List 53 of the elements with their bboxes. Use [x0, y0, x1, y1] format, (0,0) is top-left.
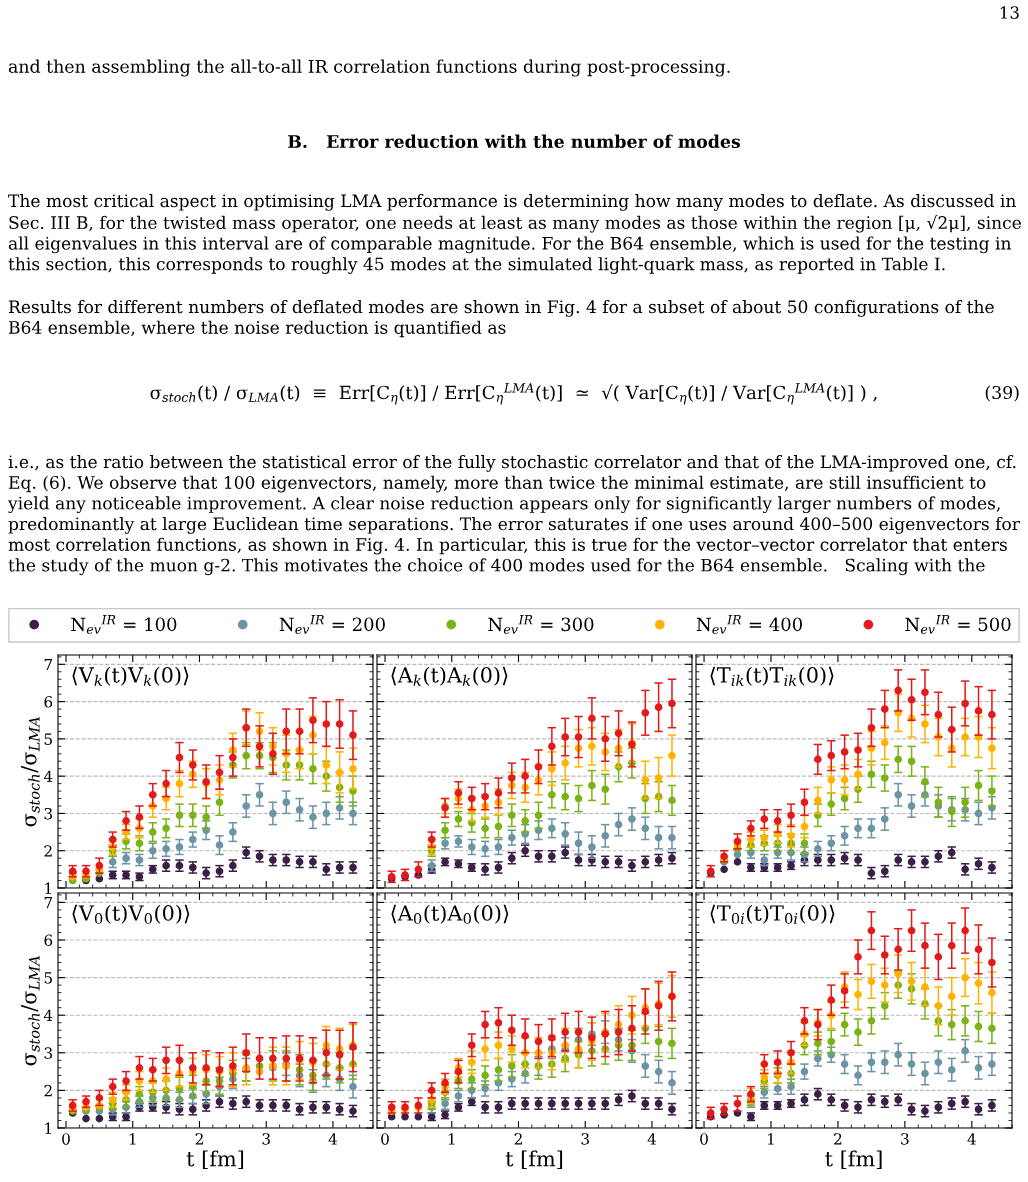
x-tick-label: 3 — [581, 1133, 589, 1145]
text: ⟨T$_{ik}$(t)T$_{ik}$(0)⟩ — [710, 666, 834, 686]
legend-label: N$_{ev}$$^{IR}$ = 300 — [488, 615, 594, 634]
x-tick-label: 1 — [767, 1133, 774, 1145]
text: B. Error reduction with the number of modes — [288, 134, 741, 149]
x-tick-label: 4 — [967, 1133, 976, 1145]
text: 13 — [1000, 6, 1019, 19]
text: σ$_{stoch}$(t) / σ$_{LMA}$(t) ≡ Err[C$_{η}$(t)] / Err[C$_{η}$$^{LMA}$(t)] ≃ √( Var[C$_{η}$(t)] / Var[C$_{η}$$^{LMA}$(t)] ) , — [150, 383, 877, 405]
legend-label: N$_{ev}$$^{IR}$ = 200 — [279, 615, 385, 634]
y-tick-label: 1 — [45, 1122, 51, 1134]
text: ⟨A$_{k}$(t)A$_{k}$(0)⟩ — [391, 666, 508, 686]
y-tick-label: 7 — [44, 897, 53, 909]
x-tick-label: 1 — [129, 1133, 136, 1145]
y-tick-label: 2 — [44, 845, 52, 857]
x-tick-label: 2 — [834, 1133, 842, 1145]
x-axis-title: t [fm] — [825, 1150, 882, 1169]
text: ⟨V$_{0}$(t)V$_{0}$(0)⟩ — [72, 904, 190, 925]
x-tick-label: 2 — [195, 1133, 203, 1145]
legend-label: N$_{ev}$$^{IR}$ = 100 — [71, 615, 177, 634]
y-tick-label: 4 — [43, 1009, 53, 1021]
text: The most critical aspect in optimising LMA performance is determining how many modes to deflate. As discussed in Sec. III B, for the twisted mass operator, one needs at least as many modes as those within the region [μ, √2μ], since all eigenvalues in this interval are of comparable magnitude. For the B64 ensemble, which is used for the testing in this section, this corresponds to roughly 45 modes at the simulated light-quark mass, as reported in Table I. — [8, 194, 1021, 274]
text: ⟨A$_{0}$(t)A$_{0}$(0)⟩ — [391, 904, 509, 925]
y-tick-label: 1 — [45, 882, 51, 894]
text: and then assembling the all-to-all IR correlation functions during post-processing. — [8, 59, 730, 77]
text: ⟨T$_{0i}$(t)T$_{0i}$(0)⟩ — [710, 904, 835, 925]
legend-label: N$_{ev}$$^{IR}$ = 400 — [696, 615, 802, 634]
x-tick-label: 2 — [514, 1133, 522, 1145]
x-tick-label: 3 — [901, 1133, 909, 1145]
x-tick-label: 0 — [62, 1133, 70, 1145]
x-tick-label: 4 — [647, 1133, 657, 1145]
text: (39) — [985, 385, 1019, 402]
y-tick-label: 2 — [44, 1084, 52, 1097]
text: ⟨V$_{k}$(t)V$_{k}$(0)⟩ — [72, 666, 189, 686]
y-tick-label: 6 — [44, 696, 53, 708]
text: Results for different numbers of deflated modes are shown in Fig. 4 for a subset of about 50 configurations of the B64 ensemble, where the noise reduction is quantified as — [8, 300, 994, 338]
x-tick-label: 0 — [700, 1133, 708, 1145]
x-axis-title: t [fm] — [186, 1150, 244, 1169]
y-axis-title: σ$_{stoch}$/σ$_{LMA}$ — [21, 716, 40, 827]
y-axis-title: σ$_{stoch}$/σ$_{LMA}$ — [21, 955, 40, 1066]
x-tick-label: 4 — [328, 1133, 338, 1145]
legend-label: N$_{ev}$$^{IR}$ = 500 — [905, 615, 1011, 634]
y-tick-label: 3 — [44, 807, 52, 820]
y-tick-label: 5 — [44, 733, 52, 745]
text: i.e., as the ratio between the statistical error of the fully stochastic correlator and that of the LMA-improved one, cf. Eq. (6). We observe that 100 eigenvectors, namely, more than twice the minimal estimate, are still insufficient to yield any noticeable improvement. A clear noise reduction appears only for significantly larger numbers of modes, predominantly at large Euclidean time separations. The error saturates if one uses around 400–500 eigenvectors for most correlation functions, as shown in Fig. 4. In particular, this is true for the vector–vector correlator that enters the study of the muon g-2. This motivates the choice of 400 modes used for the B64 ensemble. Scaling with the — [7, 455, 1020, 576]
x-tick-label: 0 — [381, 1133, 389, 1145]
y-tick-label: 7 — [44, 658, 53, 671]
y-tick-label: 3 — [44, 1047, 52, 1059]
x-tick-label: 3 — [262, 1133, 270, 1145]
x-tick-label: 1 — [448, 1133, 455, 1145]
y-tick-label: 5 — [44, 972, 52, 984]
y-tick-label: 6 — [44, 934, 53, 947]
x-axis-title: t [fm] — [505, 1150, 563, 1169]
y-tick-label: 4 — [43, 770, 53, 782]
